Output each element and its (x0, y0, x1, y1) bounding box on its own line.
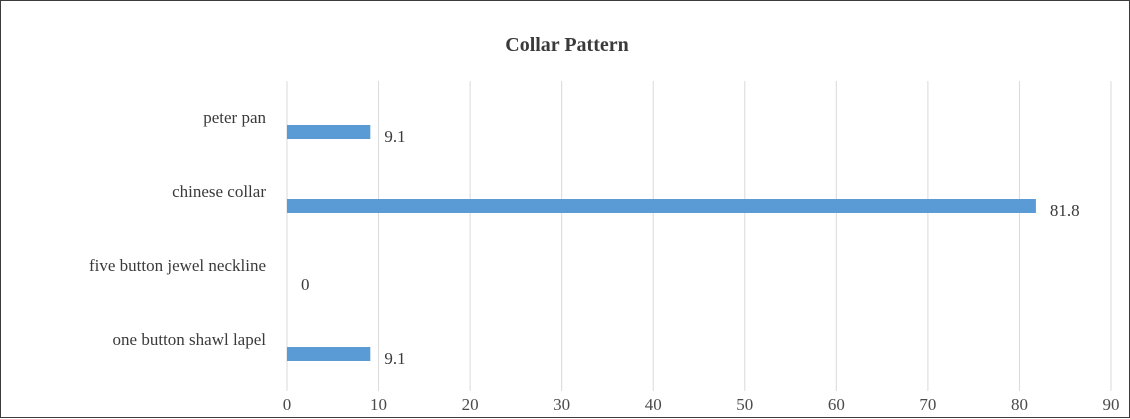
bar (287, 125, 371, 139)
category-label: one button shawl lapel (113, 330, 267, 349)
category-label: five button jewel neckline (89, 256, 266, 275)
data-label: 9.1 (384, 127, 405, 146)
bars (287, 125, 1036, 361)
category-label: peter pan (203, 108, 266, 127)
x-tick-label: 80 (1011, 395, 1028, 414)
gridlines (286, 81, 1112, 391)
data-label: 9.1 (384, 349, 405, 368)
x-tick-label: 60 (828, 395, 845, 414)
bar (287, 199, 1036, 213)
x-tick-labels: 0 10 20 30 40 50 60 70 80 90 (283, 395, 1120, 414)
data-labels: 9.1 81.8 0 9.1 (301, 127, 1080, 368)
x-tick-label: 0 (283, 395, 292, 414)
x-tick-label: 50 (736, 395, 753, 414)
chart-title: Collar Pattern (505, 34, 629, 56)
x-tick-label: 20 (462, 395, 479, 414)
data-label: 0 (301, 275, 310, 294)
x-tick-label: 10 (370, 395, 387, 414)
category-label: chinese collar (172, 182, 266, 201)
x-tick-label: 90 (1103, 395, 1120, 414)
x-tick-label: 40 (645, 395, 662, 414)
bar (287, 347, 371, 361)
category-labels: peter pan chinese collar five button jewel… (89, 108, 267, 349)
x-tick-label: 30 (553, 395, 570, 414)
data-label: 81.8 (1050, 201, 1080, 220)
x-tick-label: 70 (919, 395, 936, 414)
